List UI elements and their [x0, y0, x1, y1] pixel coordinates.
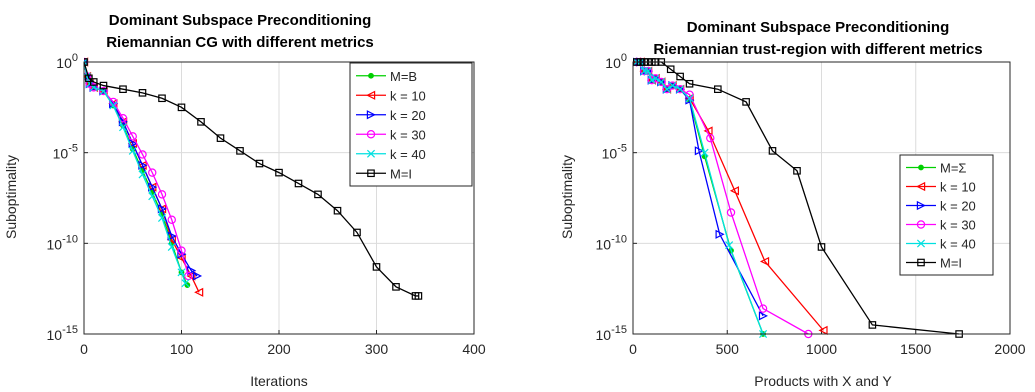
right-legend-label: k = 20	[940, 199, 976, 214]
right-legend-label: M=I	[940, 256, 962, 271]
left-ytick-label: 100	[56, 52, 78, 71]
right-chart-ylabel: Suboptimality	[559, 155, 575, 239]
left-legend-label: k = 40	[390, 147, 426, 162]
left-ytick-label: 10-10	[47, 233, 78, 252]
right-legend-label: M=Σ	[940, 161, 966, 176]
right-ytick-label: 10-15	[596, 324, 627, 343]
left-xtick-label: 200	[267, 341, 291, 357]
left-xtick-label: 300	[365, 341, 389, 357]
left-chart-ylabel: Suboptimality	[3, 155, 19, 239]
right-legend-label: k = 10	[940, 180, 976, 195]
left-ytick-label: 10-5	[53, 143, 78, 162]
right-chart-title-line2: Riemannian trust-region with different m…	[653, 41, 982, 58]
left-legend: M=B k = 10 k = 20 k = 30 k = 40 M=I	[350, 63, 472, 186]
right-ytick-label: 10-5	[602, 143, 627, 162]
left-ytick-label: 10-15	[47, 324, 78, 343]
left-chart: 0 100 200 300 400 100 10-5 10-10 10-15 M=B k = 10 k…	[47, 52, 486, 357]
left-xtick-label: 100	[170, 341, 194, 357]
right-ytick-label: 100	[605, 52, 627, 71]
left-chart-title-line1: Dominant Subspace Preconditioning	[109, 12, 372, 29]
left-legend-label: M=B	[390, 69, 417, 84]
left-legend-label: k = 30	[390, 127, 426, 142]
left-xtick-label: 0	[80, 341, 88, 357]
right-chart: 0 500 1000 1500 2000 100 10-5 10-10 10-15 M=Σ k = …	[596, 52, 1026, 357]
right-legend: M=Σ k = 10 k = 20 k = 30 k = 40 M=I	[900, 155, 993, 275]
right-xtick-label: 1000	[806, 341, 837, 357]
left-xtick-label: 400	[462, 341, 486, 357]
right-legend-marker	[919, 165, 924, 170]
left-legend-label: k = 20	[390, 108, 426, 123]
right-xtick-label: 500	[716, 341, 740, 357]
right-legend-label: k = 30	[940, 218, 976, 233]
left-legend-label: M=I	[390, 166, 412, 181]
right-xtick-label: 2000	[994, 341, 1025, 357]
right-xtick-label: 1500	[900, 341, 931, 357]
left-chart-xlabel: Iterations	[250, 373, 308, 389]
right-legend-label: k = 40	[940, 237, 976, 252]
left-legend-label: k = 10	[390, 88, 426, 103]
plot-layer: 0 100 200 300 400 100 10-5 10-10 10-15 M=B k = 10 k…	[47, 52, 1026, 357]
right-chart-xlabel: Products with X and Y	[754, 373, 892, 389]
right-ytick-label: 10-10	[596, 233, 627, 252]
right-chart-title-line1: Dominant Subspace Preconditioning	[687, 19, 950, 36]
left-chart-title-line2: Riemannian CG with different metrics	[106, 34, 374, 51]
left-legend-marker	[369, 73, 374, 78]
right-xtick-label: 0	[629, 341, 637, 357]
